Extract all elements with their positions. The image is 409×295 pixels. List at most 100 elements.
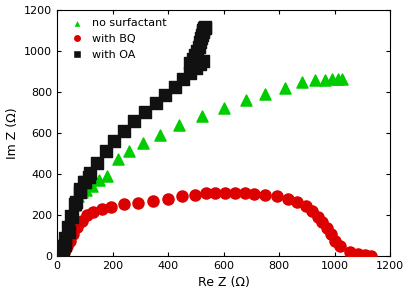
Point bbox=[102, 149, 109, 154]
Point bbox=[81, 180, 88, 184]
no surfactant bbox=[139, 141, 146, 145]
with BQ bbox=[61, 248, 68, 253]
with BQ bbox=[164, 196, 171, 201]
Point bbox=[59, 243, 66, 248]
no surfactant bbox=[311, 78, 318, 83]
with BQ bbox=[231, 191, 238, 195]
Point bbox=[62, 242, 69, 247]
Point bbox=[180, 77, 186, 82]
Point bbox=[61, 235, 68, 240]
with OA bbox=[195, 44, 202, 49]
Point bbox=[152, 101, 159, 105]
no surfactant bbox=[95, 178, 102, 182]
with BQ bbox=[70, 232, 76, 236]
no surfactant bbox=[103, 173, 110, 178]
Point bbox=[110, 139, 117, 143]
with BQ bbox=[74, 225, 80, 230]
Point bbox=[131, 119, 137, 124]
with BQ bbox=[63, 244, 70, 248]
with BQ bbox=[331, 238, 337, 243]
with BQ bbox=[314, 214, 320, 219]
Point bbox=[64, 225, 71, 230]
with BQ bbox=[90, 209, 96, 214]
no surfactant bbox=[67, 219, 74, 224]
no surfactant bbox=[333, 77, 340, 81]
with OA bbox=[201, 25, 208, 30]
with BQ bbox=[336, 244, 343, 248]
with BQ bbox=[327, 232, 333, 237]
no surfactant bbox=[63, 234, 70, 239]
with OA bbox=[198, 33, 205, 37]
with BQ bbox=[302, 204, 308, 209]
no surfactant bbox=[74, 194, 81, 199]
Point bbox=[72, 201, 78, 206]
Point bbox=[56, 252, 63, 256]
with BQ bbox=[318, 220, 325, 224]
with BQ bbox=[59, 250, 66, 255]
with BQ bbox=[293, 199, 300, 204]
with BQ bbox=[98, 207, 105, 212]
Point bbox=[192, 66, 199, 71]
no surfactant bbox=[56, 253, 63, 257]
with BQ bbox=[149, 199, 156, 203]
with BQ bbox=[284, 196, 290, 201]
no surfactant bbox=[88, 184, 95, 189]
Point bbox=[67, 214, 74, 218]
no surfactant bbox=[281, 85, 288, 90]
with BQ bbox=[108, 204, 114, 209]
no surfactant bbox=[69, 212, 76, 216]
no surfactant bbox=[220, 106, 227, 111]
Point bbox=[85, 175, 92, 179]
with OA bbox=[197, 36, 204, 41]
with BQ bbox=[346, 249, 353, 254]
no surfactant bbox=[79, 190, 85, 195]
Legend: no surfactant, with BQ, with OA: no surfactant, with BQ, with OA bbox=[63, 15, 169, 63]
Point bbox=[81, 180, 88, 184]
with BQ bbox=[367, 253, 373, 258]
Point bbox=[69, 215, 76, 219]
no surfactant bbox=[338, 76, 344, 81]
with BQ bbox=[56, 253, 63, 258]
no surfactant bbox=[115, 157, 121, 162]
with BQ bbox=[354, 251, 361, 256]
with BQ bbox=[322, 226, 329, 231]
no surfactant bbox=[261, 91, 268, 96]
no surfactant bbox=[321, 78, 328, 82]
Point bbox=[65, 230, 72, 235]
no surfactant bbox=[242, 98, 249, 102]
Point bbox=[196, 62, 203, 66]
with OA bbox=[200, 28, 206, 32]
with OA bbox=[201, 25, 207, 30]
Point bbox=[162, 92, 168, 97]
no surfactant bbox=[58, 252, 64, 256]
no surfactant bbox=[65, 227, 71, 232]
with OA bbox=[199, 30, 206, 35]
no surfactant bbox=[62, 240, 69, 245]
no surfactant bbox=[72, 202, 78, 207]
with BQ bbox=[261, 192, 268, 197]
Point bbox=[94, 160, 100, 165]
with BQ bbox=[272, 194, 279, 199]
with BQ bbox=[58, 252, 64, 257]
with BQ bbox=[361, 253, 368, 257]
Point bbox=[199, 58, 206, 63]
no surfactant bbox=[61, 245, 67, 250]
no surfactant bbox=[83, 188, 89, 193]
with BQ bbox=[78, 219, 85, 224]
with BQ bbox=[83, 213, 90, 218]
with BQ bbox=[308, 209, 315, 214]
with OA bbox=[187, 60, 193, 65]
with OA bbox=[200, 26, 207, 31]
with BQ bbox=[211, 190, 218, 195]
no surfactant bbox=[328, 77, 335, 82]
with BQ bbox=[134, 200, 141, 205]
with OA bbox=[196, 40, 203, 45]
no surfactant bbox=[175, 122, 182, 127]
with BQ bbox=[250, 192, 257, 196]
with BQ bbox=[202, 191, 209, 196]
Point bbox=[141, 110, 148, 115]
Point bbox=[76, 190, 83, 195]
Point bbox=[120, 128, 127, 133]
with BQ bbox=[66, 238, 73, 243]
with OA bbox=[193, 48, 200, 53]
